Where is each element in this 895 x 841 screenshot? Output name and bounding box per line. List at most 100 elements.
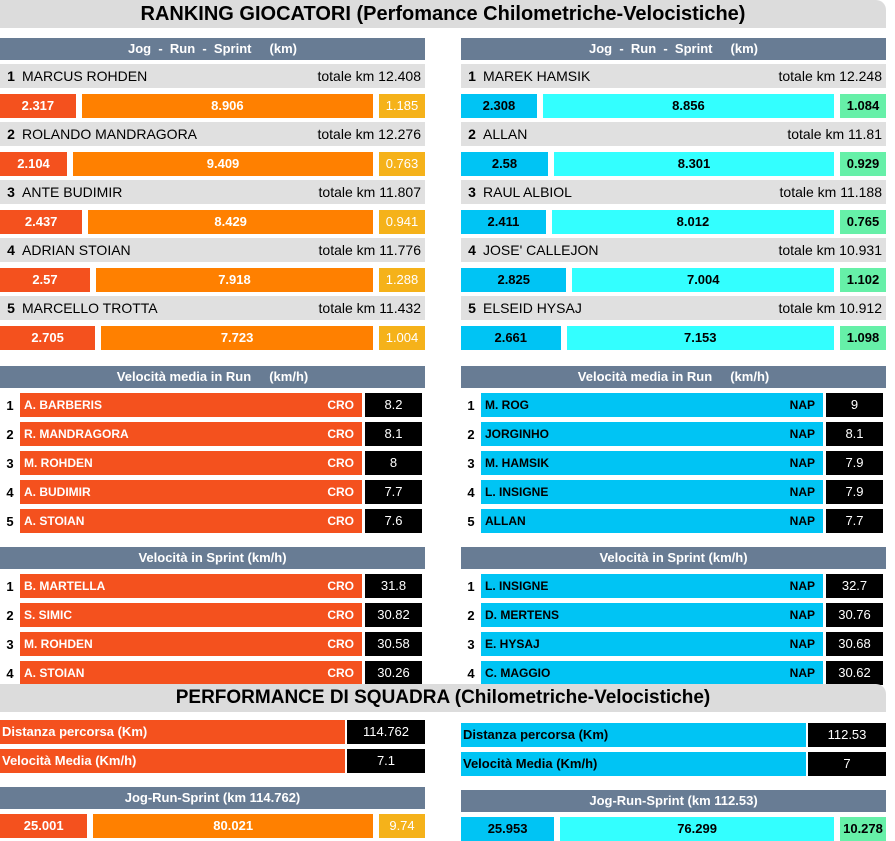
name-bar: A. BUDIMIR CRO (20, 480, 362, 504)
player-km-bars: 2.411 8.012 0.765 (461, 210, 886, 234)
player-total-km: totale km 11.81 (787, 126, 882, 142)
speed-value: 30.82 (365, 603, 422, 627)
rank: 1 (6, 397, 14, 413)
team-code: NAP (789, 514, 815, 528)
name-bar: C. MAGGIO NAP (481, 661, 823, 685)
name-bar: R. MANDRAGORA CRO (20, 422, 362, 446)
player-name: ROLANDO MANDRAGORA (22, 126, 198, 142)
stat-value: 7 (808, 752, 886, 776)
team-stat-row: Distanza percorsa (Km) 114.762 (0, 720, 425, 744)
run-bar: 8.856 (542, 94, 834, 118)
player-row: 4 ADRIAN STOIAN totale km 11.776 (0, 238, 425, 262)
run-speed-row: 5 ALLAN NAP 7.7 (461, 509, 886, 533)
sprint-bar: 1.084 (840, 94, 886, 118)
name-bar: S. SIMIC CRO (20, 603, 362, 627)
team-code: NAP (789, 485, 815, 499)
team-code: CRO (327, 485, 354, 499)
km-section-header: Jog - Run - Sprint (km) (461, 38, 886, 60)
player-row: 3 RAUL ALBIOL totale km 11.188 (461, 180, 886, 204)
name-bar: A. BARBERIS CRO (20, 393, 362, 417)
ranking-title: RANKING GIOCATORI (Perfomance Chilometri… (0, 0, 886, 28)
km-section-header: Jog - Run - Sprint (km) (0, 38, 425, 60)
jog-bar: 2.308 (461, 94, 537, 118)
speed-value: 7.9 (826, 451, 883, 475)
player-row: 2 ALLAN totale km 11.81 (461, 122, 886, 146)
sprint-bar: 10.278 (840, 817, 886, 841)
run-bar: 76.299 (560, 817, 834, 841)
player-name: ANTE BUDIMIR (22, 184, 123, 200)
player-km-bars: 2.308 8.856 1.084 (461, 94, 886, 118)
jog-bar: 2.825 (461, 268, 567, 292)
player-name: MARCELLO TROTTA (22, 300, 158, 316)
rank: 3 (467, 455, 475, 471)
team-code: CRO (327, 456, 354, 470)
jog-bar: 2.411 (461, 210, 546, 234)
stat-label: Distanza percorsa (Km) (0, 720, 345, 744)
player-total-km: totale km 11.776 (318, 242, 421, 258)
team-code: NAP (789, 608, 815, 622)
sprint-speed-row: 4 C. MAGGIO NAP 30.62 (461, 661, 886, 685)
speed-value: 7.9 (826, 480, 883, 504)
rank: 1 (467, 397, 475, 413)
speed-value: 8.1 (826, 422, 883, 446)
player-rank: 3 (7, 184, 15, 200)
name-bar: M. HAMSIK NAP (481, 451, 823, 475)
player-name: R. MANDRAGORA (24, 427, 129, 441)
team-stat-row: Velocità Media (Km/h) 7 (461, 752, 886, 776)
rank: 4 (6, 484, 14, 500)
rank: 4 (6, 665, 14, 681)
jog-bar: 2.705 (0, 326, 96, 350)
team-stats-left: Distanza percorsa (Km) 114.762 Velocità Me… (0, 715, 425, 838)
player-name: A. STOIAN (24, 514, 85, 528)
run-bar: 7.723 (101, 326, 373, 350)
sprint-bar: 1.288 (379, 268, 425, 292)
stat-value: 114.762 (347, 720, 425, 744)
name-bar: E. HYSAJ NAP (481, 632, 823, 656)
speed-value: 32.7 (826, 574, 883, 598)
speed-value: 7.7 (365, 480, 422, 504)
team-km-bars: 25.001 80.021 9.74 (0, 814, 425, 838)
speed-value: 30.76 (826, 603, 883, 627)
speed-value: 8 (365, 451, 422, 475)
sprint-bar: 1.004 (379, 326, 425, 350)
sprint-bar: 1.102 (840, 268, 886, 292)
player-name: A. STOIAN (24, 666, 85, 680)
run-speed-row: 2 JORGINHO NAP 8.1 (461, 422, 886, 446)
player-name: MAREK HAMSIK (483, 68, 591, 84)
name-bar: L. INSIGNE NAP (481, 574, 823, 598)
player-total-km: totale km 10.931 (778, 242, 882, 258)
rank: 2 (467, 426, 475, 442)
player-km-bars: 2.104 9.409 0.763 (0, 152, 425, 176)
run-bar: 8.906 (81, 94, 373, 118)
rank: 5 (467, 513, 475, 529)
name-bar: B. MARTELLA CRO (20, 574, 362, 598)
player-name: ALLAN (485, 514, 526, 528)
rank: 1 (467, 578, 475, 594)
speed-value: 8.1 (365, 422, 422, 446)
run-bar: 8.012 (551, 210, 834, 234)
player-name: RAUL ALBIOL (483, 184, 572, 200)
sprint-speed-row: 2 D. MERTENS NAP 30.76 (461, 603, 886, 627)
sprint-bar: 0.763 (379, 152, 425, 176)
team-code: CRO (327, 608, 354, 622)
rank: 3 (6, 455, 14, 471)
team-code: CRO (327, 637, 354, 651)
player-row: 4 JOSE' CALLEJON totale km 10.931 (461, 238, 886, 262)
speed-value: 8.2 (365, 393, 422, 417)
player-row: 5 ELSEID HYSAJ totale km 10.912 (461, 296, 886, 320)
team-code: CRO (327, 398, 354, 412)
sprint-bar: 0.929 (840, 152, 886, 176)
run-bar: 9.409 (73, 152, 373, 176)
run-bar: 7.153 (566, 326, 834, 350)
player-row: 1 MAREK HAMSIK totale km 12.248 (461, 64, 886, 88)
team-stat-row: Velocità Media (Km/h) 7.1 (0, 749, 425, 773)
rank: 3 (6, 636, 14, 652)
player-row: 1 MARCUS ROHDEN totale km 12.408 (0, 64, 425, 88)
jog-bar: 2.104 (0, 152, 68, 176)
name-bar: M. ROHDEN CRO (20, 451, 362, 475)
player-km-bars: 2.57 7.918 1.288 (0, 268, 425, 292)
player-name: A. BUDIMIR (24, 485, 91, 499)
name-bar: D. MERTENS NAP (481, 603, 823, 627)
team-code: NAP (789, 637, 815, 651)
player-name: E. HYSAJ (485, 637, 540, 651)
